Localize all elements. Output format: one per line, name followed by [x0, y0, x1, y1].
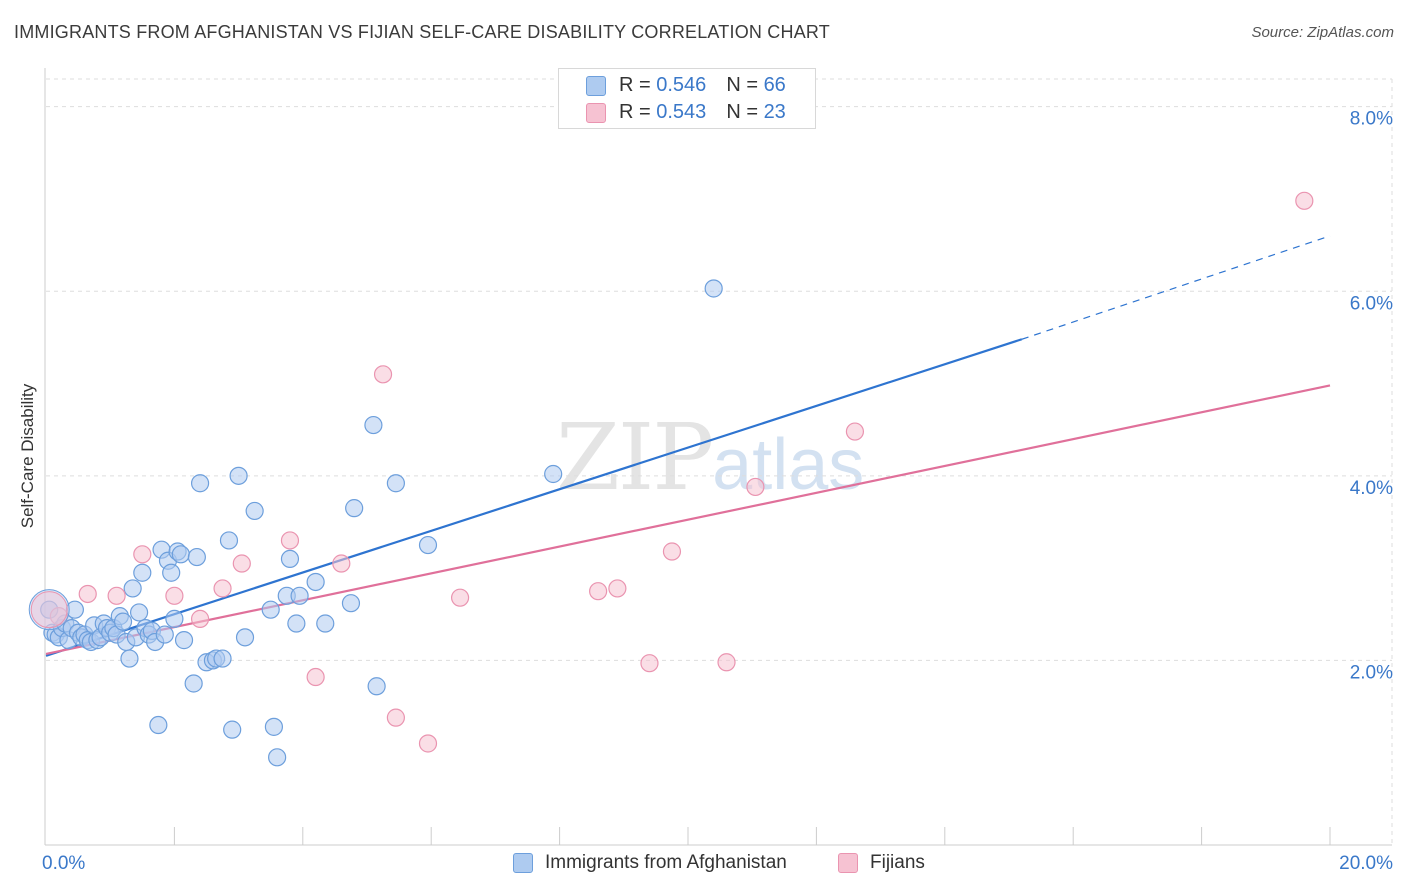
- legend-n-value: 23: [763, 101, 786, 123]
- series-legend-fijians[interactable]: Fijians: [838, 852, 925, 874]
- fijian-trend-line: [45, 384, 1331, 656]
- fijian-point: [662, 542, 682, 561]
- afghanistan-point: [268, 748, 287, 767]
- afghanistan-point: [155, 625, 174, 644]
- stats-legend: R = 0.546 N = 66 R = 0.543 N = 23: [558, 68, 816, 129]
- afghanistan-point: [120, 649, 139, 668]
- series-label: Fijians: [870, 852, 925, 873]
- fijian-point: [133, 545, 152, 564]
- afghanistan-point: [65, 600, 84, 619]
- fijian-point: [213, 579, 232, 598]
- afghanistan-point: [113, 612, 133, 631]
- afghanistan-point: [213, 649, 232, 668]
- series-swatch-blue: [513, 853, 533, 873]
- fijian-point: [746, 477, 765, 497]
- gridlines: [46, 78, 1393, 845]
- data-points: [28, 191, 1314, 767]
- fijian-point: [232, 554, 251, 573]
- afghanistan-point: [364, 415, 383, 435]
- fijian-point: [190, 609, 210, 628]
- legend-r-value: 0.546: [656, 74, 707, 96]
- y-tick-label: 2.0%: [1350, 662, 1393, 683]
- afghanistan-point: [306, 572, 325, 592]
- fijian-point: [332, 554, 351, 573]
- series-legend-afghanistan[interactable]: Immigrants from Afghanistan: [513, 852, 787, 874]
- chart-title: IMMIGRANTS FROM AFGHANISTAN VS FIJIAN SE…: [14, 22, 830, 42]
- legend-n-label: N =: [726, 74, 764, 96]
- afghanistan-point: [280, 549, 300, 569]
- y-tick-label: 4.0%: [1350, 478, 1393, 499]
- fijian-point-large: [30, 591, 68, 629]
- afghanistan-point: [264, 717, 284, 736]
- afghanistan-point: [133, 563, 152, 582]
- afghanistan-point: [174, 631, 194, 650]
- afghanistan-point: [345, 499, 364, 518]
- fijian-point: [373, 365, 393, 384]
- fijian-point: [589, 582, 608, 601]
- fijian-point: [845, 422, 865, 441]
- legend-n-value: 66: [763, 74, 786, 96]
- x-tick-label: 20.0%: [1339, 853, 1393, 874]
- afghanistan-point: [184, 674, 203, 693]
- afghanistan-point: [162, 563, 181, 582]
- afghanistan-point: [418, 535, 438, 555]
- watermark-zip: ZIP: [556, 404, 714, 511]
- fijian-point: [418, 734, 438, 753]
- legend-r-label: R =: [619, 101, 657, 123]
- fijian-point: [165, 586, 184, 605]
- series-legend: Immigrants from Afghanistan Fijians: [0, 852, 1406, 878]
- fijian-point: [306, 667, 325, 687]
- afghanistan-point: [704, 279, 723, 298]
- fijian-point: [78, 584, 97, 604]
- afghanistan-point: [190, 474, 210, 493]
- afghanistan-point: [149, 715, 168, 735]
- afghanistan-point: [187, 547, 206, 567]
- afghanistan-point: [219, 531, 239, 550]
- afghanistan-point: [245, 501, 264, 521]
- afghanistan-point: [287, 614, 306, 633]
- fijian-point: [280, 531, 300, 550]
- axes: [44, 68, 1392, 846]
- source-label: Source: ZipAtlas.com: [1251, 24, 1394, 41]
- afghanistan-trend-line-extension: [1021, 235, 1331, 340]
- watermark: ZIPatlas: [556, 404, 864, 511]
- afghanistan-point: [123, 579, 142, 598]
- fijian-point: [717, 653, 736, 672]
- fijian-point: [450, 588, 470, 607]
- x-tick-label: 0.0%: [42, 853, 85, 874]
- afghanistan-point: [544, 464, 563, 484]
- afghanistan-point: [341, 594, 361, 613]
- trend-lines: [45, 235, 1331, 657]
- legend-n-label: N =: [726, 101, 764, 123]
- afghanistan-point: [386, 474, 405, 493]
- afghanistan-trend-line: [45, 338, 1023, 657]
- afghanistan-point: [129, 603, 149, 622]
- fijian-point: [107, 586, 126, 605]
- afghanistan-point: [235, 628, 255, 647]
- fijian-point: [1295, 191, 1314, 210]
- afghanistan-point: [316, 614, 335, 633]
- afghanistan-point: [367, 677, 386, 696]
- series-label: Immigrants from Afghanistan: [545, 852, 787, 873]
- afghanistan-point: [223, 720, 242, 739]
- legend-r-label: R =: [619, 74, 657, 96]
- series-swatch-pink: [838, 853, 858, 873]
- afghanistan-point: [290, 586, 309, 605]
- afghanistan-point: [261, 600, 280, 619]
- y-tick-label: 8.0%: [1350, 109, 1393, 130]
- fijian-point: [640, 654, 659, 673]
- legend-swatch-blue: [586, 76, 606, 96]
- tick-labels: 2.0% 4.0% 6.0% 8.0% 0.0% 20.0%: [42, 109, 1393, 874]
- legend-swatch-pink: [586, 103, 606, 123]
- fijian-point: [386, 708, 405, 727]
- fijian-point: [608, 579, 627, 598]
- afghanistan-point: [165, 609, 184, 628]
- afghanistan-point: [171, 545, 190, 564]
- y-tick-label: 6.0%: [1350, 293, 1393, 314]
- afghanistan-point: [229, 466, 248, 485]
- afghanistan-point-large: [28, 589, 70, 631]
- legend-r-value: 0.543: [656, 101, 707, 123]
- watermark-atlas: atlas: [712, 425, 865, 505]
